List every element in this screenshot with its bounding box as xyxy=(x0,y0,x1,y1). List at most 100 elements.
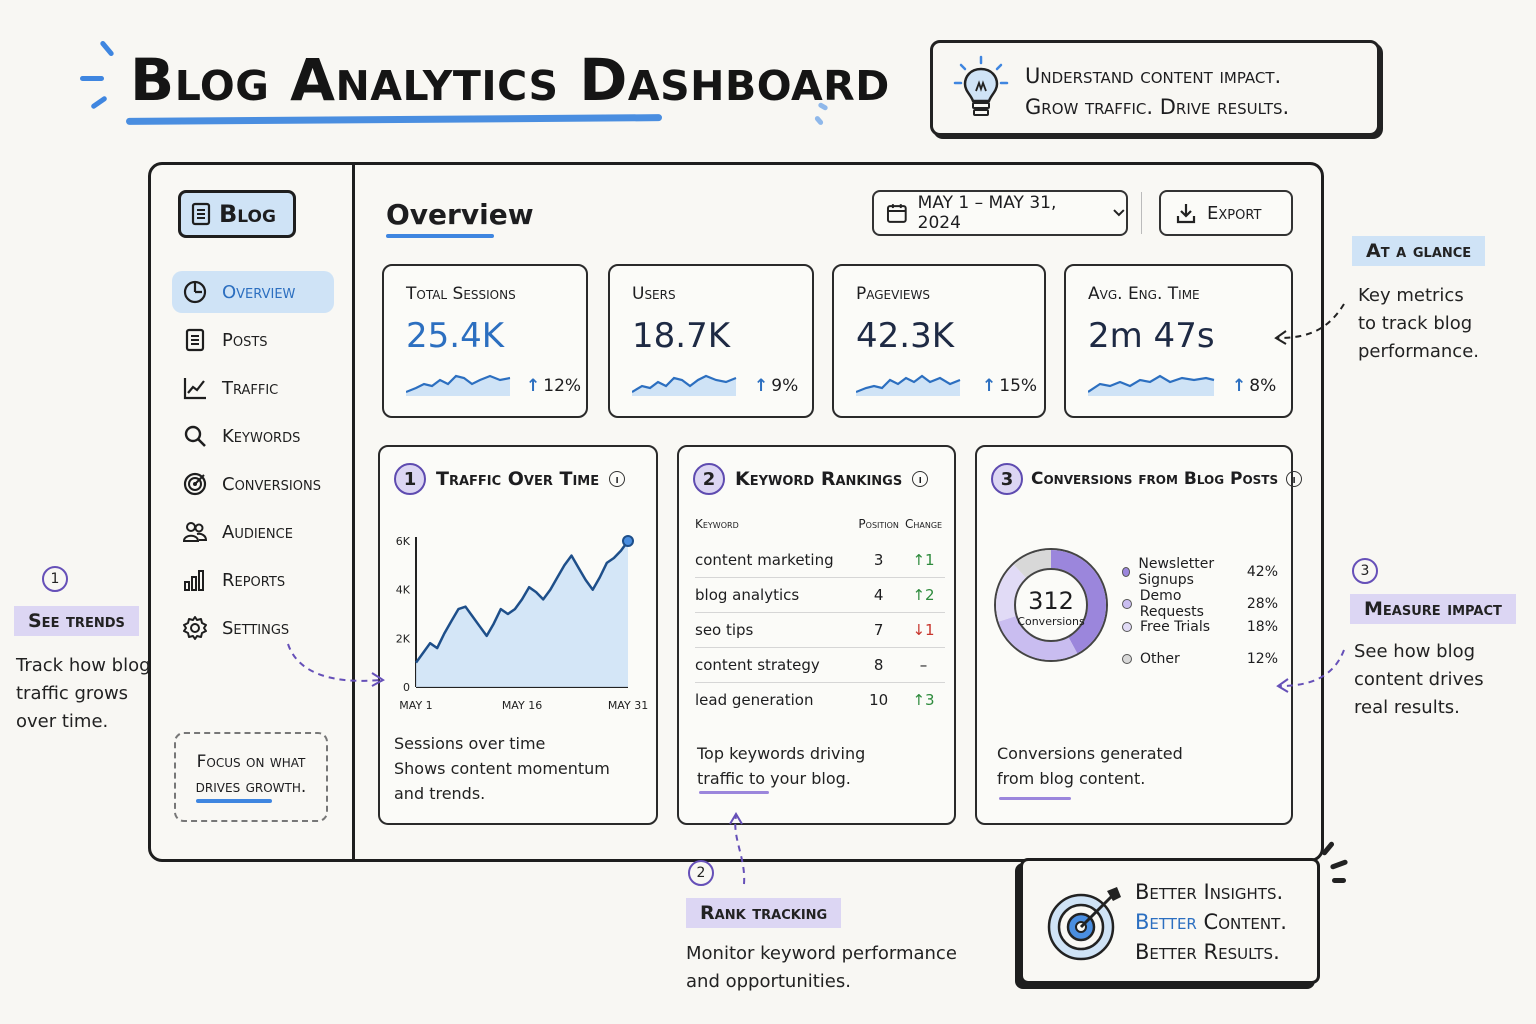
result-box: Better Insights. Better Content. Better … xyxy=(1020,858,1320,984)
metric-card-pageviews[interactable]: Pageviews 42.3K ↑ 15% xyxy=(832,264,1046,418)
donut-inner-outline xyxy=(1014,568,1088,642)
sidebar-item-reports[interactable]: Reports xyxy=(172,559,334,601)
legend-dot xyxy=(1122,654,1132,664)
annotation-tag-rank: Rank tracking xyxy=(686,898,842,928)
footer-line: from blog content. xyxy=(997,769,1146,788)
conversions-total: 312 xyxy=(1028,587,1074,615)
column-header: Change xyxy=(904,517,943,531)
panel-title: 1 Traffic Over Time i xyxy=(394,463,626,495)
annotation-arrow xyxy=(287,643,385,687)
legend-pct: 28% xyxy=(1246,596,1278,612)
sidebar-item-label: Overview xyxy=(222,281,296,303)
metric-change-value: 9% xyxy=(771,376,799,396)
sidebar-item-label: Traffic xyxy=(222,377,279,399)
metric-value: 2m 47s xyxy=(1088,316,1215,356)
export-label: Export xyxy=(1207,202,1262,224)
panel-number: 2 xyxy=(693,463,725,495)
footer-line: Shows content momentum xyxy=(394,759,610,778)
legend-dot xyxy=(1122,622,1132,632)
result-line-1: Better Insights. xyxy=(1135,880,1284,904)
sidebar-item-settings[interactable]: Settings xyxy=(172,607,334,649)
footer-underline xyxy=(999,797,1071,800)
x-tick-label: MAY 16 xyxy=(502,699,542,712)
date-range-label: MAY 1 – MAY 31, 2024 xyxy=(917,193,1057,233)
annotation-tag-glance: At a glance xyxy=(1352,236,1486,266)
sidebar-note-line-1: Focus on what xyxy=(196,752,306,772)
sidebar-item-audience[interactable]: Audience xyxy=(172,511,334,553)
sidebar-item-label: Settings xyxy=(222,617,290,639)
annotation-line: real results. xyxy=(1354,697,1460,718)
keyword-table: Keyword Position Change content marketin… xyxy=(695,517,945,717)
note-underline xyxy=(196,799,272,803)
donut-center: 312 Conversions xyxy=(993,587,1109,628)
footer-underline xyxy=(699,791,769,794)
area-fill xyxy=(416,541,628,687)
export-button[interactable]: Export xyxy=(1159,190,1293,236)
legend-label: Other xyxy=(1140,651,1180,667)
sidebar-item-posts[interactable]: Posts xyxy=(172,319,334,361)
legend-label: Newsletter Signups xyxy=(1138,556,1215,588)
table-row[interactable]: content strategy 8 – xyxy=(695,647,945,683)
accent-tick xyxy=(99,39,115,58)
blog-logo[interactable]: Blog xyxy=(178,190,296,238)
sidebar-item-label: Posts xyxy=(222,329,268,351)
pie-clock-icon xyxy=(183,280,207,304)
info-icon[interactable]: i xyxy=(609,471,626,487)
panel-title-text: Traffic Over Time xyxy=(436,468,600,490)
legend-item: Other 12% xyxy=(1122,651,1278,667)
metric-card-engagement[interactable]: Avg. Eng. Time 2m 47s ↑ 8% xyxy=(1064,264,1293,418)
annotation-line: traffic grows xyxy=(16,683,129,704)
legend-pct: 12% xyxy=(1246,651,1278,667)
legend-pct: 42% xyxy=(1246,564,1278,580)
position-cell: 7 xyxy=(855,612,903,648)
table-row[interactable]: blog analytics 4 ↑2 xyxy=(695,577,945,613)
panel-title-text: Conversions from Blog Posts xyxy=(1031,469,1279,489)
section-title-underline xyxy=(386,234,494,238)
metric-value: 25.4K xyxy=(406,316,504,356)
position-cell: 4 xyxy=(855,577,903,613)
annotation-text-glance: Key metrics to track blog performance. xyxy=(1358,282,1479,366)
sidebar-item-keywords[interactable]: Keywords xyxy=(172,415,334,457)
search-icon xyxy=(184,425,206,447)
change-cell: ↑2 xyxy=(902,577,945,613)
x-tick-label: MAY 31 xyxy=(608,699,648,712)
info-icon[interactable]: i xyxy=(912,471,929,487)
info-icon[interactable]: i xyxy=(1286,471,1303,487)
table-row[interactable]: content marketing 3 ↑1 xyxy=(695,543,945,578)
metric-change: ↑ 15% xyxy=(982,376,1037,396)
change-cell: ↑3 xyxy=(912,691,935,709)
metric-label: Total Sessions xyxy=(406,284,516,304)
metric-label: Users xyxy=(632,284,676,304)
document-icon xyxy=(185,328,205,352)
table-row[interactable]: seo tips 7 ↓1 xyxy=(695,612,945,648)
sidebar-item-overview[interactable]: Overview xyxy=(172,271,334,313)
accent-tick xyxy=(813,115,825,126)
metric-card-users[interactable]: Users 18.7K ↑ 9% xyxy=(608,264,814,418)
metric-change: ↑ 12% xyxy=(526,376,581,396)
annotation-number: 3 xyxy=(1352,558,1378,584)
date-range-picker[interactable]: MAY 1 – MAY 31, 2024 xyxy=(872,190,1128,236)
accent-tick xyxy=(1332,878,1346,883)
sidebar-note: Focus on what drives growth. xyxy=(174,732,328,822)
sparkline xyxy=(1088,374,1215,396)
annotation-line: over time. xyxy=(16,711,109,732)
annotation-number: 1 xyxy=(42,566,68,592)
sidebar-item-traffic[interactable]: Traffic xyxy=(172,367,334,409)
tagline-line-1: Understand content impact. xyxy=(1025,64,1282,88)
annotation-arrow xyxy=(1276,649,1345,693)
annotation-text-trends: Track how blog traffic grows over time. xyxy=(16,652,151,736)
donut-slice xyxy=(996,550,1106,660)
panel-footer: Conversions generated from blog content. xyxy=(997,741,1183,791)
legend-label: Demo Requests xyxy=(1139,588,1204,620)
panel-footer: Top keywords driving traffic to your blo… xyxy=(697,741,865,791)
up-arrow-icon: ↑ xyxy=(1232,376,1247,396)
bar-chart-icon xyxy=(184,570,204,591)
table-row[interactable]: lead generation 10 ↑3 xyxy=(695,683,945,718)
conversions-donut xyxy=(994,548,1108,662)
panel-title: 2 Keyword Rankings i xyxy=(693,463,929,495)
metric-card-sessions[interactable]: Total Sessions 25.4K ↑ 12% xyxy=(382,264,588,418)
legend-item: Newsletter Signups 42% xyxy=(1122,556,1278,588)
annotation-line: content drives xyxy=(1354,669,1484,690)
sidebar-item-conversions[interactable]: Conversions xyxy=(172,463,334,505)
keyword-panel: 2 Keyword Rankings i Keyword Position Ch… xyxy=(677,445,956,825)
